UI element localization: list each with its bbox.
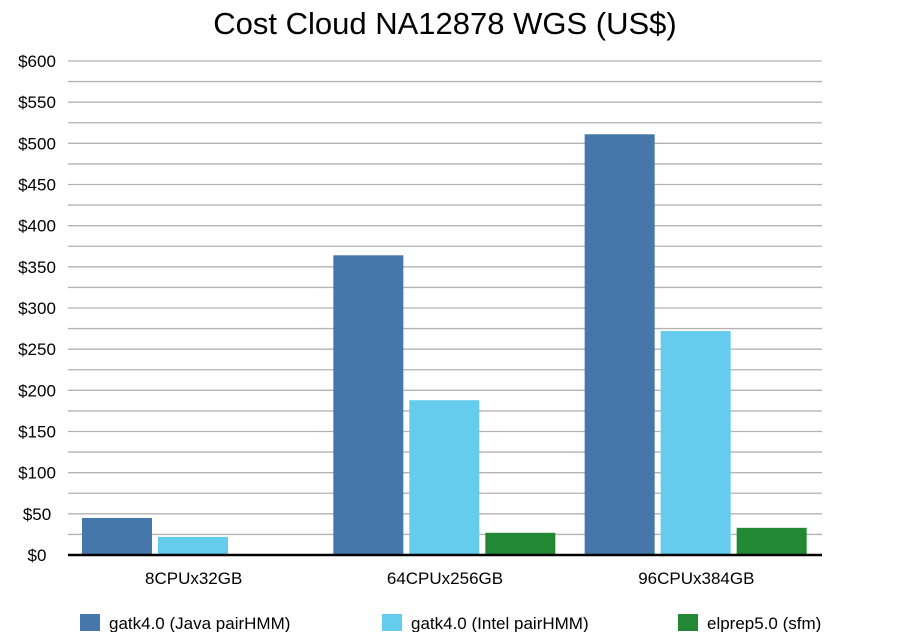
y-tick-label: $500 (18, 134, 56, 153)
x-tick-label: 8CPUx32GB (145, 569, 242, 588)
bar-1-2 (660, 331, 731, 555)
bar-1-1 (409, 400, 480, 555)
chart-title: Cost Cloud NA12878 WGS (US$) (213, 6, 676, 41)
legend-label: gatk4.0 (Java pairHMM) (109, 614, 290, 632)
y-tick-label: $400 (18, 217, 56, 236)
y-tick-label: $0 (28, 546, 47, 565)
legend-swatch (382, 614, 402, 631)
y-tick-label: $450 (18, 176, 56, 195)
y-tick-label: $150 (18, 423, 56, 442)
bar-1-0 (158, 536, 228, 555)
y-tick-label: $550 (18, 93, 56, 112)
y-tick-label: $250 (18, 340, 56, 359)
bar-0-2 (584, 134, 655, 555)
bar-2-1 (485, 532, 556, 555)
y-tick-label: $200 (18, 381, 56, 400)
x-tick-label: 64CPUx256GB (387, 569, 503, 588)
legend-label: elprep5.0 (sfm) (707, 614, 821, 632)
legend-swatch (80, 614, 100, 631)
y-tick-label: $100 (18, 464, 56, 483)
legend-label: gatk4.0 (Intel pairHMM) (411, 614, 589, 632)
bar-0-0 (82, 517, 152, 555)
y-tick-label: $350 (18, 258, 56, 277)
bar-0-1 (333, 255, 404, 555)
legend-swatch (678, 614, 698, 631)
y-tick-label: $50 (23, 505, 51, 524)
x-tick-label: 96CPUx384GB (638, 569, 754, 588)
bar-2-2 (736, 527, 807, 555)
y-tick-label: $300 (18, 299, 56, 318)
y-tick-label: $600 (18, 52, 56, 71)
